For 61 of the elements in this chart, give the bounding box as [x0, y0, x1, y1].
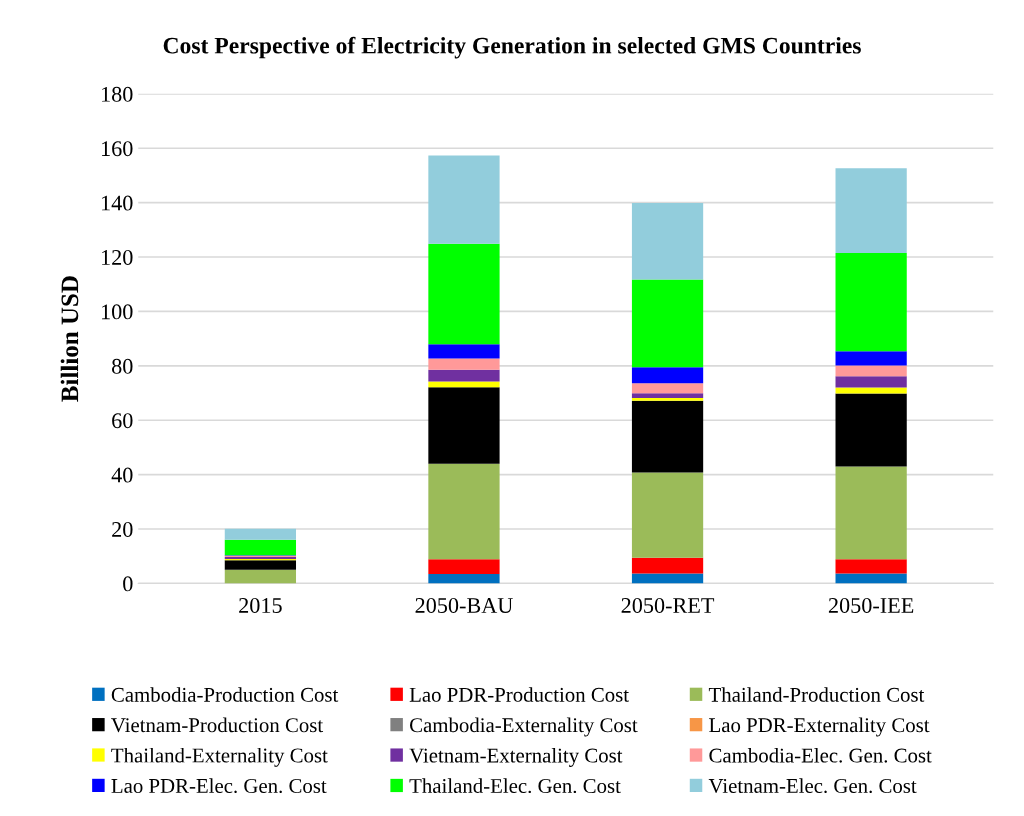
legend-label: Vietnam-Production Cost: [111, 717, 324, 733]
bar: [631, 202, 704, 280]
bar: [428, 243, 500, 345]
y-tick-label: 60: [112, 413, 133, 429]
bar: [835, 466, 907, 560]
bar: [835, 387, 907, 394]
legend-label: Lao PDR-Production Cost: [409, 687, 629, 702]
bar: [428, 387, 500, 464]
legend-label: Thailand-Production Cost: [708, 687, 925, 702]
y-tick-label: 100: [102, 304, 133, 320]
chart-title: Cost Perspective of Electricity Generation in selected GMS Countries: [163, 36, 861, 59]
y-tick-label: 140: [102, 195, 133, 211]
bar: [224, 539, 297, 556]
legend-label: Lao PDR-Elec. Gen. Cost: [111, 778, 327, 794]
x-tick-label: 2050-RET: [621, 597, 715, 613]
bar: [428, 369, 500, 382]
y-tick-label: 120: [102, 249, 133, 265]
bar: [835, 376, 907, 388]
bar: [631, 557, 704, 574]
y-tick-label: 0: [123, 576, 133, 592]
bar: [224, 560, 297, 570]
bar: [428, 344, 500, 359]
bar: [428, 573, 500, 584]
bar: [428, 358, 500, 370]
legend-label: Thailand-Elec. Gen. Cost: [409, 778, 621, 794]
legend-label: Cambodia-Production Cost: [111, 687, 339, 702]
bar: [224, 569, 297, 584]
legend-label: Cambodia-Externality Cost: [410, 717, 638, 737]
x-tick-label: 2050-BAU: [415, 597, 513, 613]
bar: [631, 393, 704, 398]
bar: [835, 252, 907, 352]
bar: [224, 528, 297, 540]
bar: [428, 559, 500, 574]
bar: [835, 168, 907, 253]
x-tick-label: 2015: [239, 597, 282, 613]
bar: [835, 351, 907, 366]
y-tick-label: 40: [111, 467, 133, 483]
bar: [835, 365, 907, 377]
legend-label: Lao PDR-Externality Cost: [709, 717, 930, 737]
bar: [631, 573, 704, 584]
y-tick-label: 20: [112, 521, 133, 537]
bar: [631, 472, 704, 558]
bar: [428, 155, 500, 244]
bar: [631, 400, 704, 473]
y-tick-label: 160: [102, 141, 133, 157]
y-tick-label: 80: [112, 358, 133, 374]
legend-label: Vietnam-Externality Cost: [409, 747, 623, 767]
bar: [631, 279, 704, 368]
bar: [835, 393, 907, 467]
bar: [631, 383, 704, 394]
y-axis-title: Billion USD: [60, 276, 79, 402]
legend-label: Thailand-Externality Cost: [111, 747, 328, 767]
bar: [631, 397, 704, 401]
legend-label: Vietnam-Elec. Gen. Cost: [708, 778, 917, 794]
bar: [835, 559, 907, 574]
x-tick-label: 2050-IEE: [828, 597, 914, 613]
y-tick-label: 180: [102, 86, 133, 102]
bar: [631, 367, 704, 384]
bar: [835, 573, 907, 584]
legend-label: Cambodia-Elec. Gen. Cost: [709, 747, 932, 763]
bar: [428, 463, 500, 560]
